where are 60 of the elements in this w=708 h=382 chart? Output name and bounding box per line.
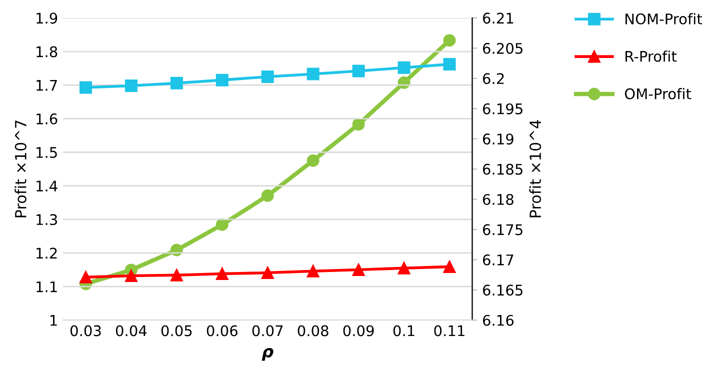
point (306, 68, 320, 80)
point (261, 266, 274, 280)
y2-tick-label: 6.21 (482, 12, 514, 24)
legend-label: NOM-Profit (626, 13, 702, 24)
point (306, 264, 320, 278)
y-tick-label: 1.8 (36, 46, 58, 58)
y2-tick-label: 6.17 (482, 254, 514, 266)
y-tick-label: 1.7 (36, 80, 57, 91)
y2-tick-label: 6.165 (482, 284, 522, 296)
y2-tick-label: 6.2 (482, 73, 504, 84)
x-tick-label: 0.03 (70, 325, 101, 336)
y2-tick-label: 6.195 (482, 103, 522, 114)
point (124, 270, 138, 282)
point (79, 270, 92, 284)
x-tick-label: 0.11 (434, 325, 464, 336)
x-tick-label: 0.04 (116, 325, 147, 336)
y-tick-label: 1.6 (36, 113, 58, 124)
x-tick-label: 0.09 (343, 325, 374, 336)
y2-tick-label: 6.205 (482, 42, 522, 54)
point (170, 244, 183, 256)
point (79, 81, 92, 94)
legend-label: OM-Profit (624, 88, 692, 100)
y-tick-label: 1.9 (36, 12, 58, 24)
y-tick-label: 1.3 (36, 214, 57, 226)
x-tick-label: 0.06 (206, 325, 238, 336)
point (352, 118, 365, 131)
y-tick-label: 1 (50, 315, 57, 326)
y2-axis-title: Profit ×10^4 (529, 120, 542, 218)
point (398, 262, 410, 274)
y2-tick-label: 6.18 (482, 194, 514, 205)
point (443, 58, 456, 71)
point (352, 264, 365, 276)
x-tick-label: 0.1 (393, 325, 414, 336)
y2-tick-label: 6.16 (482, 314, 514, 326)
y-tick-label: 1.5 (36, 147, 57, 158)
point (443, 34, 456, 47)
y-tick-label: 1.1 (36, 281, 57, 292)
y2-tick-label: 6.185 (482, 164, 522, 175)
y2-tick-label: 6.175 (482, 224, 522, 236)
point (261, 70, 274, 83)
y-tick-label: 1.4 (36, 180, 58, 192)
point (216, 218, 228, 231)
point (261, 189, 274, 202)
point (170, 268, 183, 282)
x-tick-label: 0.05 (161, 325, 192, 336)
y-axis-title: Profit ×10^7 (14, 120, 26, 218)
x-tick-label: 0.07 (252, 325, 283, 336)
legend-label: R-Profit (626, 50, 677, 62)
x-tick-label: 0.08 (298, 325, 328, 336)
point (216, 74, 228, 86)
point (443, 260, 456, 273)
point (398, 61, 410, 74)
y2-tick-label: 6.19 (482, 134, 514, 145)
point (306, 154, 320, 167)
point (124, 80, 138, 92)
y-tick-label: 1.2 (36, 248, 57, 259)
x-axis-title: ρ (262, 348, 274, 361)
point (216, 268, 228, 280)
point (170, 76, 183, 90)
point (352, 64, 365, 78)
